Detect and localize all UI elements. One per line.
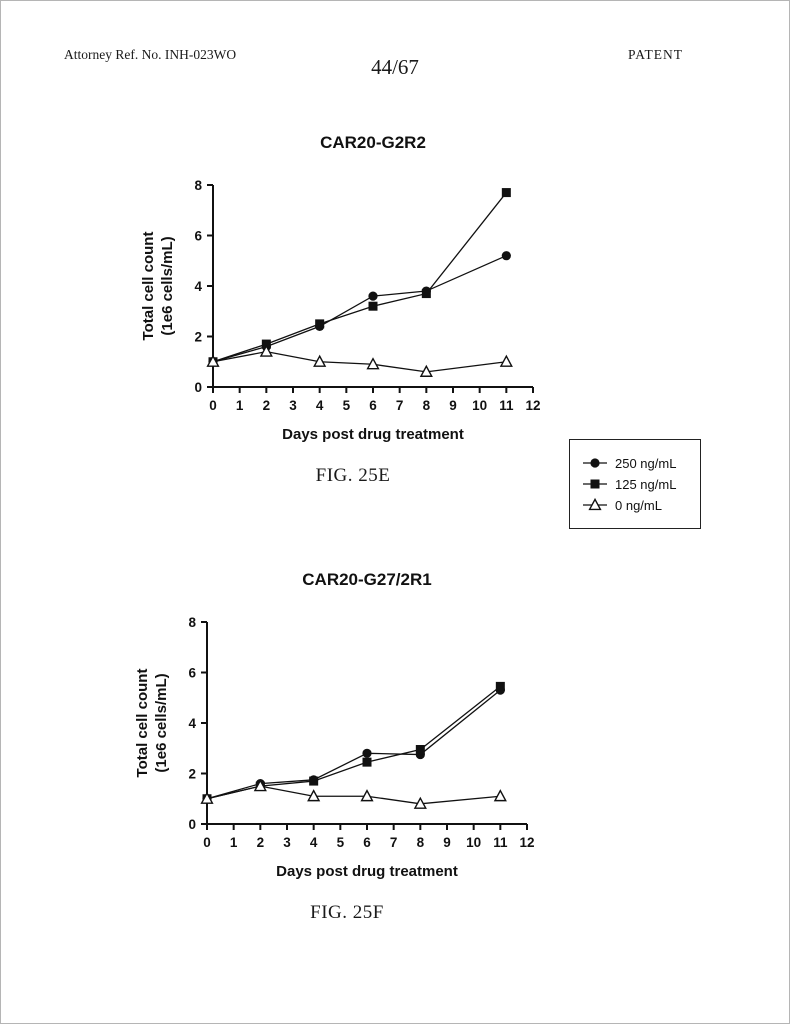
svg-text:8: 8 xyxy=(194,178,202,193)
svg-text:0: 0 xyxy=(209,398,217,413)
svg-text:CAR20-G2R2: CAR20-G2R2 xyxy=(320,133,426,152)
svg-text:2: 2 xyxy=(194,330,202,345)
svg-text:4: 4 xyxy=(310,835,318,850)
svg-text:Total cell count: Total cell count xyxy=(134,669,151,778)
legend-label: 250 ng/mL xyxy=(615,455,677,471)
svg-text:9: 9 xyxy=(449,398,457,413)
legend-label: 125 ng/mL xyxy=(615,476,677,492)
svg-text:8: 8 xyxy=(423,398,431,413)
svg-text:Days post drug treatment: Days post drug treatment xyxy=(276,863,458,880)
svg-text:11: 11 xyxy=(499,398,514,413)
svg-text:4: 4 xyxy=(194,279,202,294)
svg-text:CAR20-G27/2R1: CAR20-G27/2R1 xyxy=(302,570,431,589)
svg-text:11: 11 xyxy=(493,835,508,850)
svg-text:12: 12 xyxy=(519,835,534,850)
svg-text:12: 12 xyxy=(525,398,540,413)
svg-text:(1e6 cells/mL): (1e6 cells/mL) xyxy=(159,236,176,335)
legend-item: 250 ng/mL xyxy=(582,455,696,471)
svg-text:2: 2 xyxy=(257,835,265,850)
chart-block-25e: CAR20-G2R2 0 2 4 6 8 0 1 2 3 4 5 6 7 8 9 10 11 12 Days post… xyxy=(133,127,573,487)
svg-text:1: 1 xyxy=(230,835,238,850)
svg-text:0: 0 xyxy=(194,380,202,395)
chart-block-25f: CAR20-G27/2R1 0 2 4 6 8 0 1 2 3 4 5 6 7 8 9 10 11 12 Days p… xyxy=(127,564,567,924)
svg-text:5: 5 xyxy=(337,835,345,850)
legend-item: 0 ng/mL xyxy=(582,497,696,513)
svg-text:Days post drug treatment: Days post drug treatment xyxy=(282,426,464,443)
square-marker-icon xyxy=(583,479,607,489)
svg-text:9: 9 xyxy=(443,835,451,850)
svg-text:10: 10 xyxy=(472,398,487,413)
svg-text:6: 6 xyxy=(369,398,377,413)
svg-text:2: 2 xyxy=(263,398,271,413)
svg-text:8: 8 xyxy=(188,615,196,630)
attorney-ref-text: Attorney Ref. No. INH-023WO xyxy=(64,47,237,62)
patent-label: PATENT xyxy=(627,47,683,62)
svg-text:(1e6 cells/mL): (1e6 cells/mL) xyxy=(153,673,170,772)
svg-text:6: 6 xyxy=(188,666,196,681)
svg-text:0: 0 xyxy=(188,817,196,832)
svg-text:3: 3 xyxy=(283,835,291,850)
svg-text:Total cell count: Total cell count xyxy=(140,232,157,341)
svg-text:10: 10 xyxy=(466,835,481,850)
legend: 250 ng/mL 125 ng/mL 0 ng/mL xyxy=(569,439,701,529)
svg-text:5: 5 xyxy=(343,398,351,413)
svg-text:7: 7 xyxy=(396,398,404,413)
legend-label: 0 ng/mL xyxy=(615,497,662,513)
triangle-marker-icon xyxy=(583,497,607,511)
svg-text:8: 8 xyxy=(417,835,425,850)
svg-text:3: 3 xyxy=(289,398,297,413)
circle-marker-icon xyxy=(583,458,607,468)
svg-text:0: 0 xyxy=(203,835,211,850)
svg-text:2: 2 xyxy=(188,767,196,782)
legend-item: 125 ng/mL xyxy=(582,476,696,492)
fig-caption-25e: FIG. 25E xyxy=(315,465,391,486)
svg-text:6: 6 xyxy=(363,835,371,850)
svg-text:4: 4 xyxy=(188,716,196,731)
svg-text:4: 4 xyxy=(316,398,324,413)
svg-text:7: 7 xyxy=(390,835,398,850)
svg-text:1: 1 xyxy=(236,398,244,413)
svg-text:6: 6 xyxy=(194,229,202,244)
sheet-number: 44/67 xyxy=(371,55,419,79)
fig-caption-25f: FIG. 25F xyxy=(310,902,384,923)
